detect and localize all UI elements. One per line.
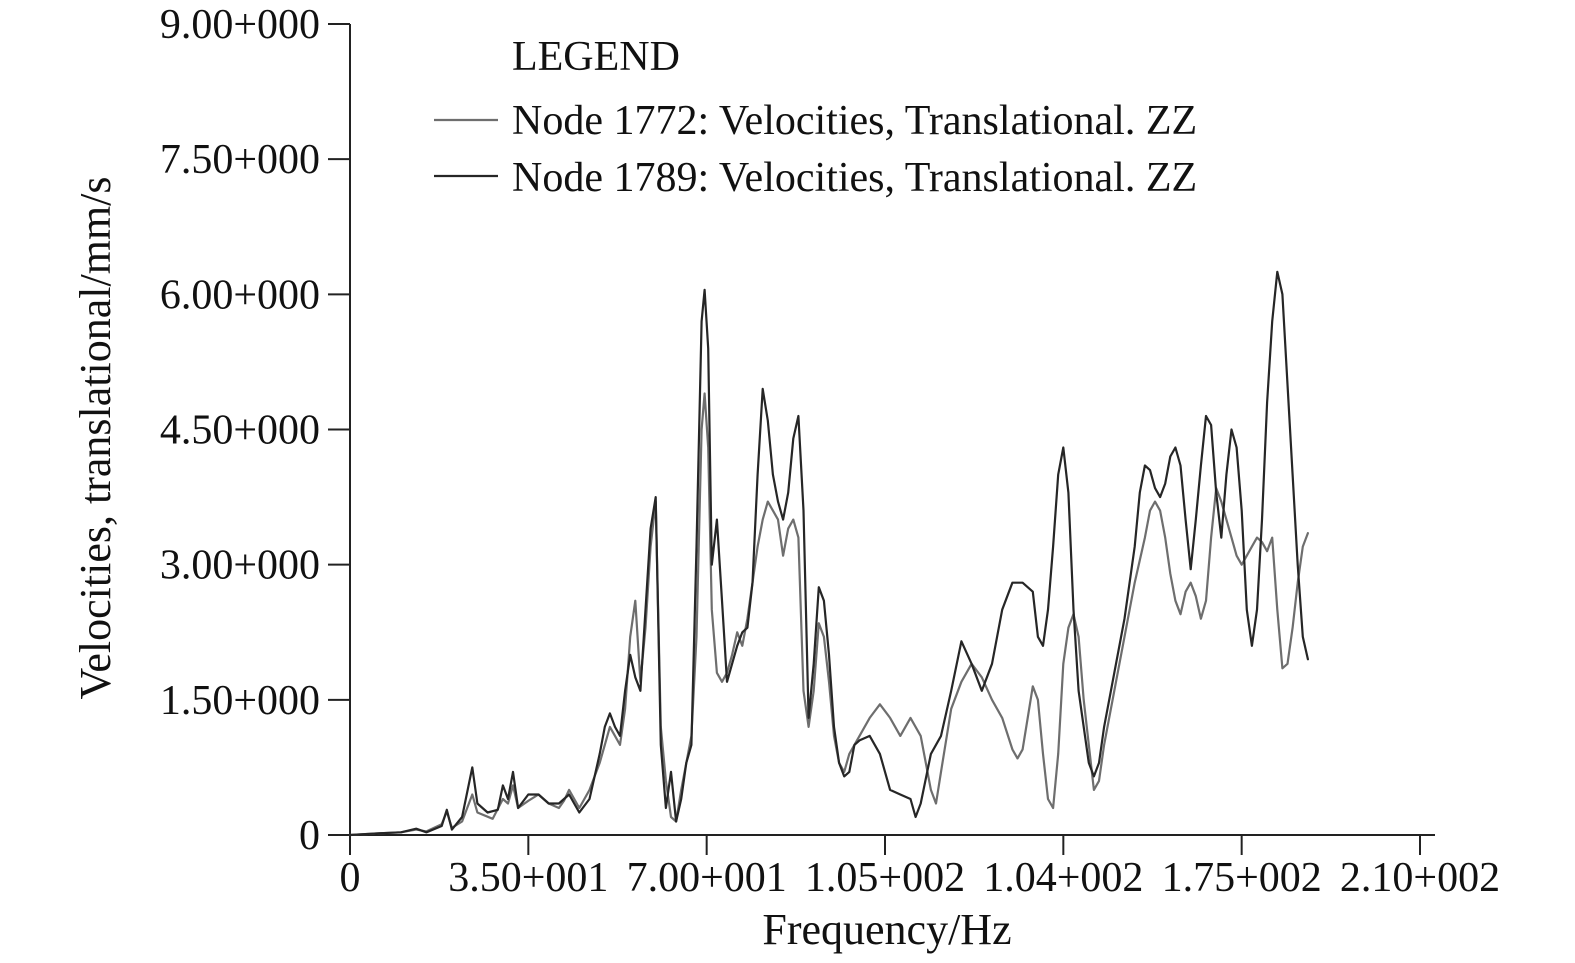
series-line-node-1789 <box>348 270 1310 837</box>
y-tick-label: 3.00+000 <box>160 543 320 589</box>
y-tick-label: 0 <box>299 813 320 859</box>
y-tick-label: 1.50+000 <box>160 678 320 724</box>
axes <box>349 24 1435 836</box>
x-tick-label: 0 <box>340 855 361 901</box>
x-axis-label: Frequency/Hz <box>762 905 1011 954</box>
y-tick-label: 6.00+000 <box>160 272 320 318</box>
x-ticks: 0 3.50+001 7.00+001 1.05+002 1.04+002 1.75+00… <box>340 835 1500 901</box>
legend-label-node-1789: Node 1789: Velocities, Translational. ZZ <box>512 155 1197 201</box>
x-tick-label: 2.10+002 <box>1340 855 1500 901</box>
y-ticks: 0 1.50+000 3.00+000 4.50+000 6.00+000 7.50+00… <box>160 2 350 859</box>
y-tick-label: 9.00+000 <box>160 2 320 48</box>
series-group <box>348 270 1310 837</box>
legend-label-node-1772: Node 1772: Velocities, Translational. ZZ <box>512 98 1197 144</box>
legend: LEGEND Node 1772: Velocities, Translatio… <box>434 34 1197 201</box>
legend-title: LEGEND <box>512 34 680 80</box>
x-tick-label: 7.00+001 <box>627 855 787 901</box>
series-line-node-1772 <box>348 392 1310 837</box>
x-tick-label: 1.75+002 <box>1162 855 1322 901</box>
y-tick-label: 7.50+000 <box>160 137 320 183</box>
y-axis-label: Velocities, translational/mm/s <box>71 176 120 699</box>
x-tick-label: 3.50+001 <box>448 855 608 901</box>
x-tick-label: 1.05+002 <box>805 855 965 901</box>
x-tick-label: 1.04+002 <box>983 855 1143 901</box>
y-tick-label: 4.50+000 <box>160 408 320 454</box>
